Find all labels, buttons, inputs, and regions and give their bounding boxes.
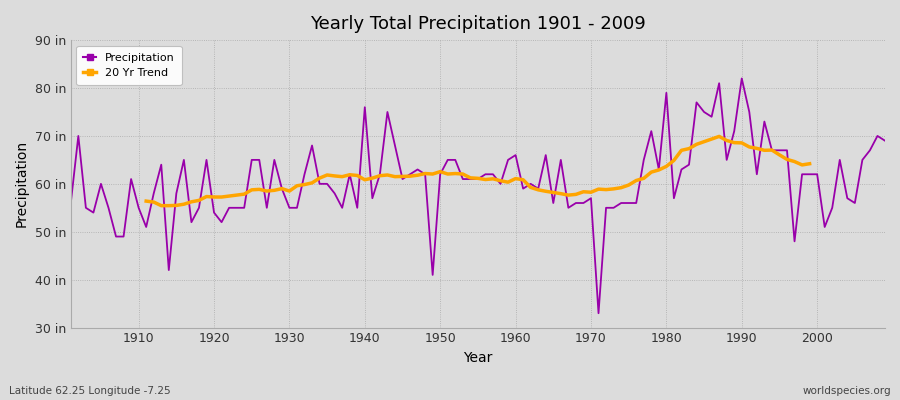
Precipitation bbox=[736, 76, 747, 81]
Precipitation bbox=[510, 153, 521, 158]
Precipitation bbox=[608, 206, 619, 210]
Precipitation bbox=[292, 206, 302, 210]
Line: 20 Yr Trend: 20 Yr Trend bbox=[146, 136, 810, 206]
Precipitation bbox=[503, 158, 514, 162]
20 Yr Trend bbox=[284, 189, 295, 194]
Precipitation bbox=[126, 177, 137, 182]
Precipitation bbox=[66, 201, 77, 206]
Y-axis label: Precipitation: Precipitation bbox=[15, 140, 29, 228]
Precipitation bbox=[593, 311, 604, 316]
Precipitation bbox=[879, 138, 890, 143]
Text: worldspecies.org: worldspecies.org bbox=[803, 386, 891, 396]
Legend: Precipitation, 20 Yr Trend: Precipitation, 20 Yr Trend bbox=[76, 46, 182, 85]
20 Yr Trend bbox=[714, 134, 724, 139]
20 Yr Trend bbox=[216, 195, 227, 200]
20 Yr Trend bbox=[744, 144, 755, 149]
Text: Latitude 62.25 Longitude -7.25: Latitude 62.25 Longitude -7.25 bbox=[9, 386, 171, 396]
20 Yr Trend bbox=[405, 174, 416, 178]
Precipitation bbox=[337, 206, 347, 210]
20 Yr Trend bbox=[805, 161, 815, 166]
20 Yr Trend bbox=[140, 199, 151, 204]
20 Yr Trend bbox=[231, 193, 242, 198]
Line: Precipitation: Precipitation bbox=[71, 78, 885, 313]
X-axis label: Year: Year bbox=[464, 351, 492, 365]
20 Yr Trend bbox=[488, 176, 499, 181]
Title: Yearly Total Precipitation 1901 - 2009: Yearly Total Precipitation 1901 - 2009 bbox=[310, 15, 646, 33]
20 Yr Trend bbox=[156, 203, 166, 208]
